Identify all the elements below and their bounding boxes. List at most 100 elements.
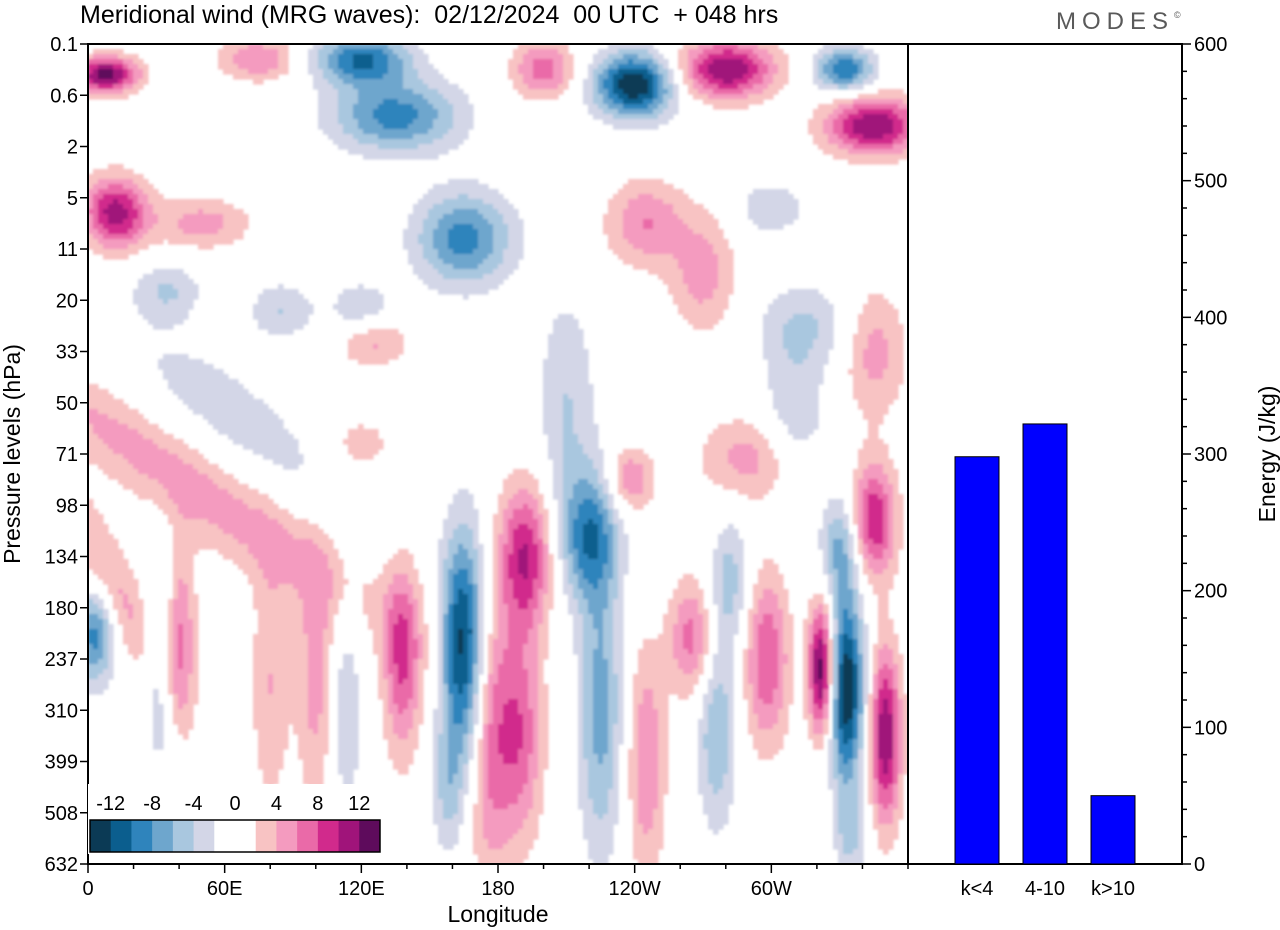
heatmap-cell [168, 359, 174, 365]
heatmap-cell [633, 229, 639, 235]
heatmap-cell [178, 209, 184, 215]
heatmap-cell [133, 179, 139, 185]
heatmap-cell [758, 219, 764, 225]
heatmap-cell [823, 64, 829, 70]
heatmap-cell [153, 314, 159, 320]
heatmap-cell [158, 279, 164, 285]
heatmap-cell [338, 309, 344, 315]
heatmap-cell [663, 219, 669, 225]
heatmap-cell [93, 194, 99, 200]
heatmap-cell [488, 199, 494, 205]
heatmap-cell [88, 424, 94, 430]
heatmap-cell [143, 219, 149, 225]
heatmap-cell [903, 94, 908, 100]
heatmap-cell [138, 179, 144, 185]
heatmap-cell [273, 424, 279, 430]
heatmap-cell [828, 149, 834, 155]
heatmap-cell [158, 224, 164, 230]
heatmap-cell [313, 84, 319, 90]
heatmap-cell [118, 419, 124, 425]
heatmap-cell [113, 74, 119, 80]
heatmap-cell [348, 119, 354, 125]
heatmap-cell [448, 104, 454, 110]
heatmap-cell [588, 464, 594, 470]
heatmap-cell [268, 64, 274, 70]
heatmap-cell [403, 69, 409, 75]
heatmap-cell [428, 149, 434, 155]
heatmap-cell [778, 329, 784, 335]
heatmap-cell [813, 124, 819, 130]
heatmap-cell [748, 94, 754, 100]
heatmap-cell [378, 154, 384, 160]
heatmap-cell [503, 254, 509, 260]
heatmap-cell [138, 199, 144, 205]
heatmap-cell [383, 114, 389, 120]
heatmap-cell [703, 84, 709, 90]
heatmap-cell [543, 429, 549, 435]
heatmap-cell [268, 69, 274, 75]
heatmap-cell [478, 254, 484, 260]
heatmap-cell [583, 89, 589, 95]
heatmap-cell [823, 144, 829, 150]
heatmap-cell [758, 44, 764, 50]
heatmap-cell [483, 219, 489, 225]
heatmap-cell [268, 59, 274, 65]
heatmap-cell [748, 59, 754, 65]
heatmap-cell [608, 119, 614, 125]
heatmap-cell [863, 49, 869, 55]
heatmap-cell [223, 219, 229, 225]
heatmap-cell [778, 319, 784, 325]
heatmap-cell [863, 394, 869, 400]
heatmap-cell [93, 174, 99, 180]
heatmap-cell [258, 299, 264, 305]
heatmap-cell [223, 379, 229, 385]
heatmap-cell [538, 49, 544, 55]
heatmap-cell [713, 49, 719, 55]
heatmap-cell [873, 324, 879, 330]
heatmap-cell [573, 449, 579, 455]
heatmap-cell [758, 49, 764, 55]
heatmap-cell [558, 44, 564, 50]
heatmap-cell [893, 134, 899, 140]
heatmap-cell [698, 249, 704, 255]
heatmap-cell [343, 44, 349, 50]
heatmap-cell [588, 434, 594, 440]
heatmap-cell [463, 284, 469, 290]
heatmap-cell [278, 329, 284, 335]
heatmap-cell [93, 424, 99, 430]
heatmap-cell [318, 49, 324, 55]
heatmap-cell [233, 404, 239, 410]
heatmap-cell [88, 54, 94, 60]
heatmap-cell [608, 239, 614, 245]
heatmap-cell [713, 69, 719, 75]
heatmap-cell [248, 49, 254, 55]
heatmap-cell [708, 94, 714, 100]
heatmap-cell [633, 79, 639, 85]
heatmap-cell [608, 74, 614, 80]
heatmap-cell [638, 464, 644, 470]
heatmap-cell [778, 54, 784, 60]
heatmap-cell [623, 254, 629, 260]
heatmap-cell [418, 139, 424, 145]
heatmap-cell [798, 424, 804, 430]
heatmap-cell [103, 439, 109, 445]
heatmap-cell [788, 384, 794, 390]
heatmap-cell [423, 129, 429, 135]
heatmap-cell [893, 139, 899, 145]
heatmap-cell [668, 104, 674, 110]
heatmap-cell [608, 64, 614, 70]
heatmap-cell [433, 224, 439, 230]
heatmap-cell [798, 404, 804, 410]
heatmap-cell [453, 284, 459, 290]
heatmap-cell [563, 44, 569, 50]
heatmap-cell [623, 194, 629, 200]
heatmap-cell [838, 124, 844, 130]
heatmap-cell [158, 464, 164, 470]
heatmap-cell [588, 419, 594, 425]
heatmap-cell [418, 149, 424, 155]
heatmap-cell [623, 184, 629, 190]
heatmap-cell [783, 419, 789, 425]
heatmap-cell [818, 69, 824, 75]
heatmap-cell [168, 229, 174, 235]
heatmap-cell [458, 254, 464, 260]
